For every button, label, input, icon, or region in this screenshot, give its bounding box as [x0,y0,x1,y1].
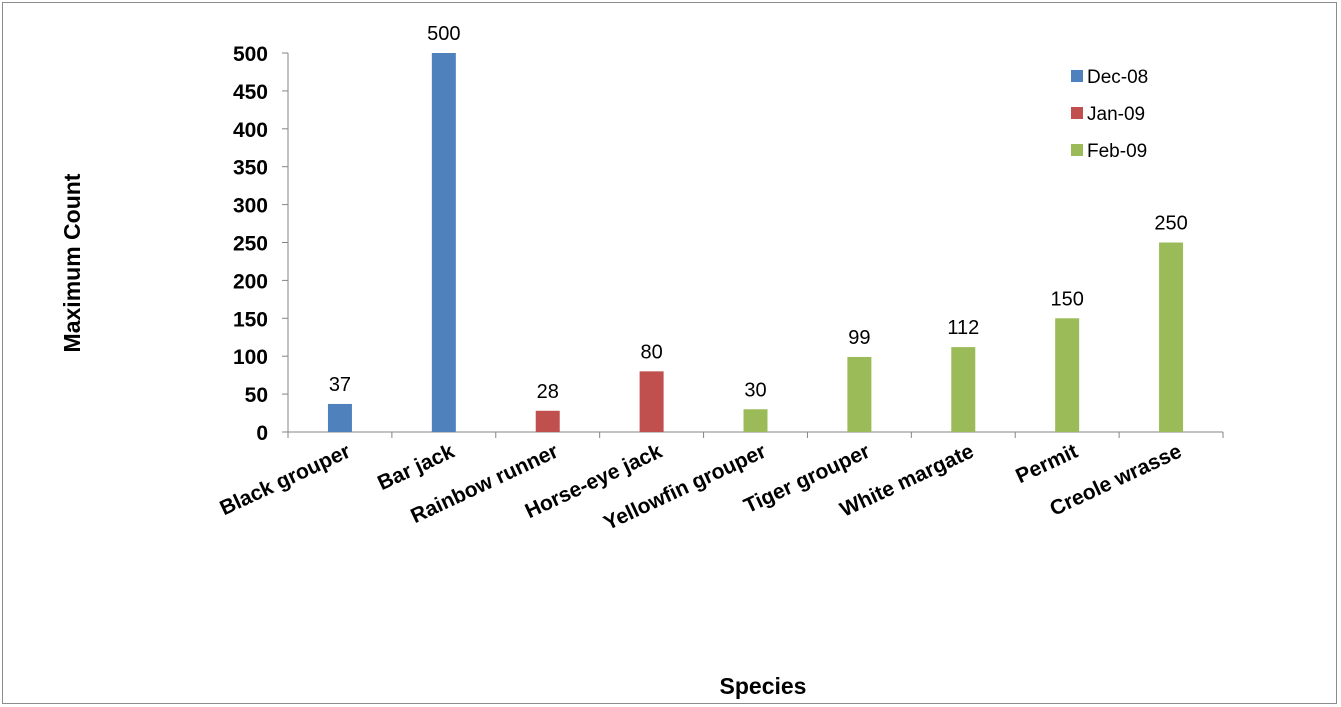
legend-label: Dec-08 [1087,67,1148,88]
legend-swatch [1071,70,1083,82]
y-tick-label: 450 [233,81,268,104]
legend-item: Feb-09 [1071,141,1147,162]
y-axis-title: Maximum Count [59,173,85,352]
bar [1055,318,1080,432]
y-tick-label: 150 [233,308,268,331]
bar [743,409,768,432]
bar [327,403,352,432]
data-label: 112 [947,317,979,339]
data-label: 30 [744,379,766,401]
bar [1159,242,1184,432]
y-tick-label: 0 [256,422,268,445]
bar [951,347,976,432]
x-axis-title: Species [720,673,807,699]
y-tick-label: 500 [233,43,268,66]
bar [639,371,664,432]
legend-label: Feb-09 [1087,141,1147,162]
data-labels: 37 500 28 80 30 99 112 150 250 [329,23,1188,403]
bar [535,410,560,432]
legend: Dec-08 Jan-09 Feb-09 [1071,67,1148,162]
y-tick-label: 400 [233,119,268,142]
y-tick-label: 300 [233,195,268,218]
x-category-label: Bar jack [374,440,458,496]
legend-item: Jan-09 [1071,104,1145,125]
legend-item: Dec-08 [1071,67,1148,88]
legend-swatch [1071,144,1083,156]
bar [431,53,456,432]
bars [327,53,1184,432]
x-axis [287,431,1224,438]
bar [847,356,872,432]
data-label: 250 [1154,213,1187,235]
data-label: 28 [537,381,559,403]
x-category-label: Black grouper [216,440,354,521]
y-tick-label: 200 [233,270,268,293]
y-axis: 0 50 100 150 200 250 300 350 400 450 500 [233,43,289,445]
legend-label: Jan-09 [1087,104,1145,125]
data-label: 99 [848,327,870,349]
data-label: 80 [640,341,662,363]
y-tick-label: 50 [245,384,268,407]
data-label: 150 [1050,288,1083,310]
data-label: 37 [329,374,351,396]
x-category-label: Permit [1012,440,1081,488]
y-tick-label: 350 [233,157,268,180]
y-tick-label: 100 [233,346,268,369]
y-tick-label: 250 [233,233,268,256]
legend-swatch [1071,107,1083,119]
data-label: 500 [427,23,460,45]
